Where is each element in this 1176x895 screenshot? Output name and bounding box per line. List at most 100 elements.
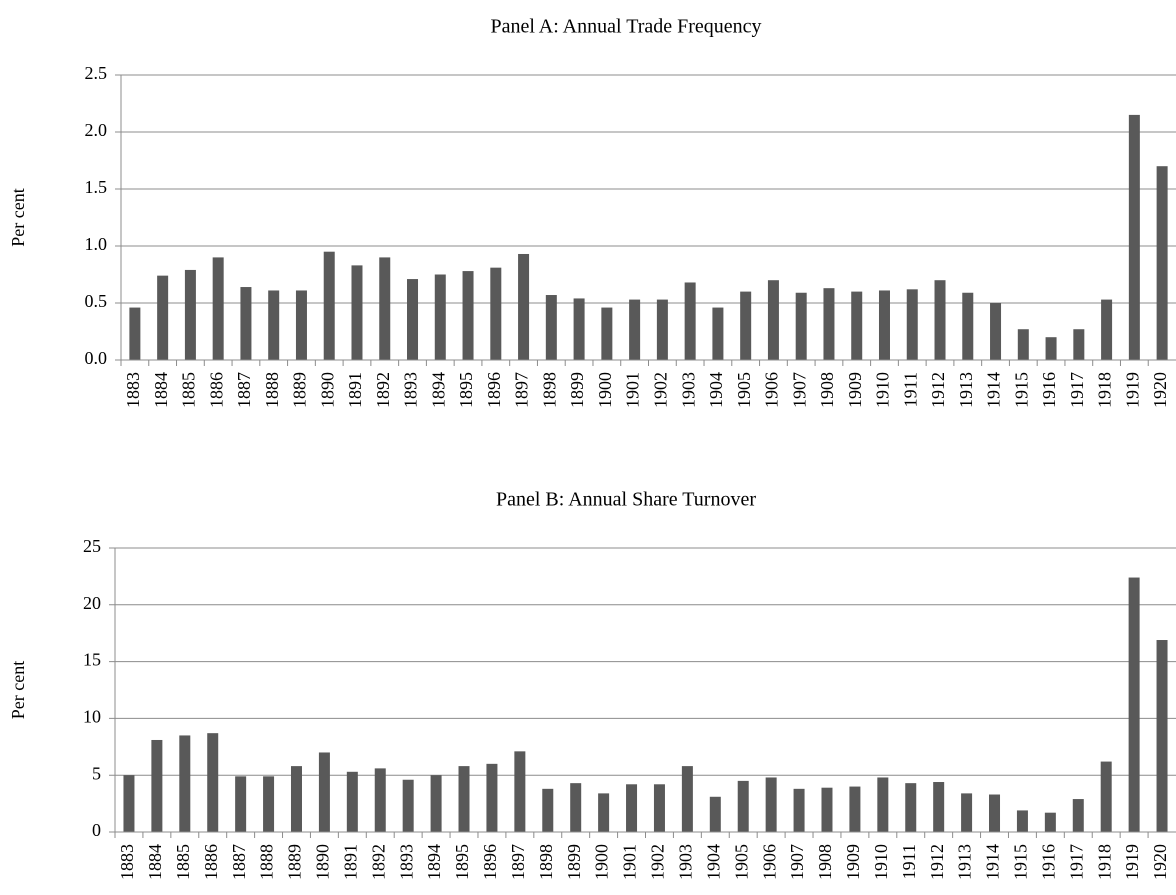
bar [1128, 577, 1140, 832]
x-tick-label: 1885 [179, 372, 199, 408]
x-tick-label: 1899 [567, 372, 587, 408]
bar [1073, 329, 1085, 360]
bar [1072, 799, 1084, 832]
x-tick-label: 1904 [703, 844, 723, 880]
bar [123, 775, 135, 832]
x-tick-label: 1911 [899, 844, 919, 879]
bar [681, 766, 693, 832]
bar [740, 291, 752, 360]
x-tick-label: 1910 [871, 844, 891, 880]
bar [962, 292, 974, 360]
x-tick-label: 1884 [145, 844, 165, 880]
x-tick-label: 1884 [151, 372, 171, 408]
x-tick-label: 1917 [1067, 372, 1087, 408]
x-tick-label: 1883 [123, 372, 143, 408]
bar [263, 776, 275, 832]
bar [1100, 761, 1112, 832]
x-tick-label: 1897 [512, 372, 532, 408]
bar [207, 733, 219, 832]
x-tick-label: 1897 [508, 844, 528, 880]
bar [129, 307, 141, 360]
bar [407, 279, 419, 360]
bar [490, 267, 502, 360]
bar [323, 251, 335, 360]
bar [1045, 337, 1057, 360]
x-tick-label: 1918 [1094, 844, 1114, 880]
bar [458, 766, 470, 832]
x-tick-label: 1915 [1011, 844, 1031, 880]
x-tick-label: 1886 [206, 372, 226, 408]
x-tick-label: 1890 [313, 844, 333, 880]
x-tick-label: 1891 [345, 372, 365, 408]
x-tick-label: 1892 [368, 844, 388, 880]
y-tick-label: 0.5 [85, 291, 108, 311]
bar [1017, 329, 1029, 360]
bar [767, 280, 779, 360]
x-tick-label: 1919 [1122, 844, 1142, 880]
x-tick-label: 1890 [317, 372, 337, 408]
bar [626, 784, 638, 832]
y-tick-label: 15 [83, 650, 101, 670]
bar [570, 783, 582, 832]
bar [629, 299, 641, 360]
x-tick-label: 1895 [452, 844, 472, 880]
bar [1156, 166, 1168, 360]
x-tick-label: 1901 [623, 372, 643, 408]
x-tick-label: 1883 [117, 844, 137, 880]
x-tick-label: 1910 [873, 372, 893, 408]
x-tick-label: 1904 [706, 372, 726, 408]
x-tick-label: 1920 [1150, 372, 1170, 408]
bar [598, 793, 610, 832]
bar [184, 269, 196, 360]
y-tick-label: 1.5 [85, 177, 108, 197]
bar [821, 787, 833, 832]
x-tick-label: 1903 [678, 372, 698, 408]
x-tick-label: 1900 [592, 844, 612, 880]
x-tick-label: 1906 [759, 844, 779, 880]
bar [765, 777, 777, 832]
bar [240, 287, 252, 360]
bar [795, 292, 807, 360]
bar [877, 777, 889, 832]
x-tick-label: 1908 [815, 844, 835, 880]
bar [601, 307, 613, 360]
x-tick-label: 1888 [262, 372, 282, 408]
x-tick-label: 1891 [340, 844, 360, 880]
bar [1101, 299, 1113, 360]
x-tick-label: 1905 [734, 372, 754, 408]
bar [1156, 640, 1168, 832]
x-tick-label: 1893 [401, 372, 421, 408]
bar [235, 776, 247, 832]
x-tick-label: 1908 [817, 372, 837, 408]
x-tick-label: 1916 [1039, 372, 1059, 408]
bar [545, 295, 557, 360]
x-tick-label: 1917 [1066, 844, 1086, 880]
x-tick-label: 1920 [1150, 844, 1170, 880]
x-tick-label: 1901 [620, 844, 640, 880]
x-tick-label: 1896 [480, 844, 500, 880]
bar [430, 775, 442, 832]
bar [462, 271, 474, 360]
bar [653, 784, 665, 832]
y-axis-title: Per cent [8, 661, 28, 719]
x-tick-label: 1907 [787, 844, 807, 880]
bar [905, 783, 917, 832]
x-tick-label: 1903 [676, 844, 696, 880]
bar [379, 257, 391, 360]
y-axis-title: Per cent [8, 188, 28, 246]
x-tick-label: 1894 [428, 372, 448, 408]
chart-title: Panel B: Annual Share Turnover [496, 489, 756, 511]
x-tick-label: 1909 [845, 372, 865, 408]
bar [712, 307, 724, 360]
x-tick-label: 1911 [900, 372, 920, 407]
y-tick-label: 10 [83, 707, 101, 727]
bar [542, 788, 554, 832]
x-tick-label: 1899 [564, 844, 584, 880]
bar [906, 289, 918, 360]
bar [823, 288, 835, 360]
x-tick-label: 1887 [234, 372, 254, 408]
x-tick-label: 1889 [285, 844, 305, 880]
bar [990, 303, 1002, 360]
